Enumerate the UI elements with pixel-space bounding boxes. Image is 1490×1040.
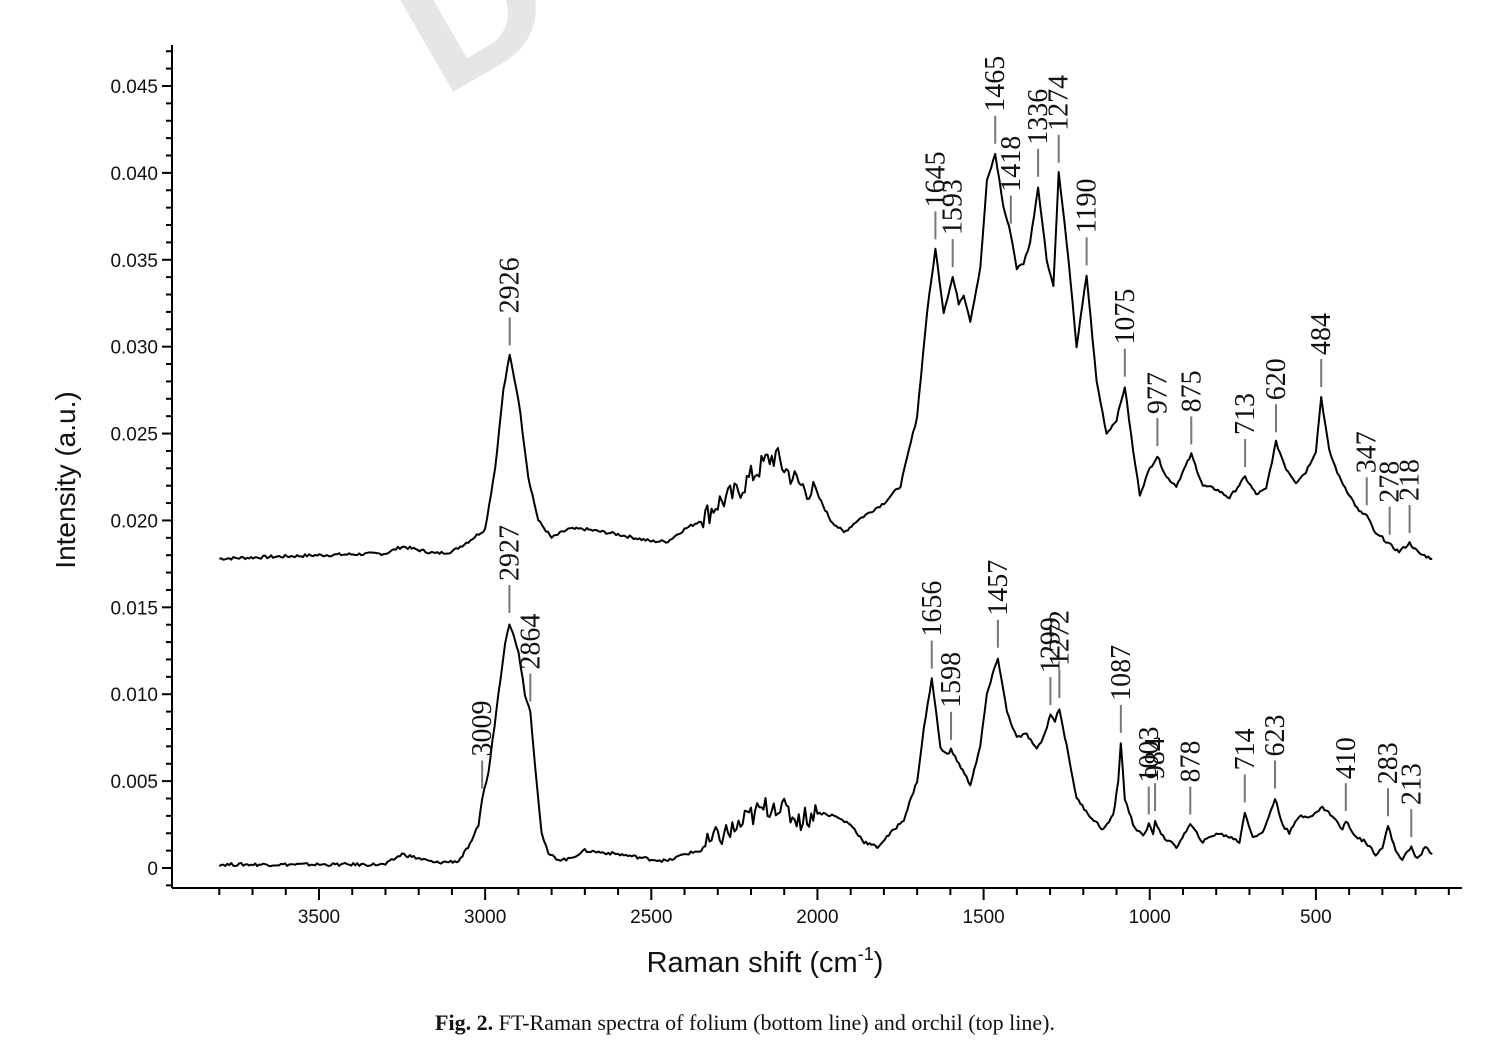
x-tick-label: 1500: [962, 907, 1004, 928]
y-tick-label: 0.020: [110, 511, 158, 532]
x-tick-label: 3500: [298, 907, 340, 928]
peak-label: 1598: [936, 652, 967, 708]
folium-peak-annotation: 1656: [917, 581, 948, 669]
orchil-peak-annotation: 713: [1230, 393, 1261, 467]
x-axis-label: Raman shift (cm-1): [647, 944, 884, 979]
peak-label: 1418: [996, 136, 1027, 192]
folium-peak-annotation: 984: [1140, 737, 1171, 812]
folium-peak-annotation: 213: [1396, 763, 1427, 838]
axes: 0 0.005 0.010 0.015 0.020 0.025 0.030 0.035 0.04…: [110, 45, 1462, 928]
folium-peak-annotation: 714: [1230, 728, 1261, 803]
folium-spectrum-line: [218, 623, 1433, 868]
x-tick-label: 2500: [630, 907, 672, 928]
peak-label: 218: [1395, 459, 1426, 501]
orchil-peak-annotation: 620: [1261, 358, 1292, 433]
peak-label: 620: [1261, 358, 1292, 400]
peak-label: 878: [1175, 741, 1206, 783]
peak-label: 2927: [494, 525, 525, 581]
x-axis-label-sup: -1: [858, 944, 874, 964]
y-tick-label: 0.005: [110, 772, 158, 793]
orchil-peak-annotation: 1418: [996, 136, 1027, 224]
peak-label: 1272: [1044, 610, 1075, 666]
folium-peak-annotation: 2864: [515, 614, 546, 702]
peak-label: 1645: [920, 151, 951, 207]
peak-label: 1593: [938, 179, 969, 235]
peak-label: 1190: [1072, 178, 1103, 233]
x-axis-label-main: Raman shift (cm: [647, 947, 858, 979]
x-tick-label: 2000: [796, 907, 838, 928]
peak-label: 278: [1375, 461, 1406, 503]
y-tick-label: 0.015: [110, 598, 158, 619]
orchil-peak-annotation: 278: [1375, 461, 1406, 535]
x-axis-label-close: ): [874, 947, 884, 979]
peak-label: 1457: [983, 560, 1014, 616]
peak-label: 2864: [515, 614, 546, 670]
orchil-peak-annotation: 977: [1142, 372, 1173, 447]
orchil-spectrum-line: [219, 152, 1433, 561]
peak-label: 484: [1306, 313, 1337, 355]
y-axis-label: Intensity (a.u.): [50, 391, 81, 568]
orchil-peak-annotation: 875: [1176, 370, 1207, 445]
folium-peak-annotation: 1087: [1106, 645, 1137, 733]
peak-label: 2926: [495, 257, 526, 313]
y-tick-label: 0.035: [110, 251, 158, 272]
peak-label: 347: [1352, 431, 1383, 473]
peak-label: 213: [1396, 763, 1427, 805]
peak-label: 1003: [1134, 727, 1165, 783]
folium-peak-annotation: 410: [1331, 737, 1362, 812]
peak-label: 714: [1230, 728, 1261, 770]
peak-label: 410: [1331, 737, 1362, 779]
peak-label: 713: [1230, 393, 1261, 435]
peak-label: 1336: [1023, 89, 1054, 145]
orchil-peak-annotation: 1190: [1072, 178, 1103, 266]
peak-label: 1299: [1035, 617, 1066, 673]
peak-label: 3009: [467, 700, 498, 756]
folium-peak-annotation: 1598: [936, 652, 967, 740]
x-tick-label: 500: [1300, 907, 1332, 928]
y-tick-label: 0.045: [110, 77, 158, 98]
peak-label: 283: [1373, 742, 1404, 784]
folium-peak-annotation: 1457: [983, 560, 1014, 648]
folium-peak-annotation: 623: [1260, 714, 1291, 789]
peak-label: 875: [1176, 370, 1207, 412]
peak-label: 1087: [1106, 645, 1137, 701]
orchil-peak-annotation: 2926: [495, 257, 526, 346]
peak-label: 984: [1140, 737, 1171, 779]
folium-peak-annotation: 2927: [494, 525, 525, 613]
y-tick-label: 0: [147, 859, 158, 880]
x-tick-label: 3000: [464, 907, 506, 928]
orchil-peak-annotation: 218: [1395, 459, 1426, 534]
peak-label: 977: [1142, 372, 1173, 414]
folium-peak-annotation: 1003: [1134, 727, 1165, 815]
caption-text: FT-Raman spectra of folium (bottom line)…: [498, 1010, 1055, 1035]
orchil-peak-annotation: 347: [1352, 431, 1383, 506]
peak-label: 1465: [980, 56, 1011, 112]
orchil-peak-annotation: 1465: [980, 56, 1011, 144]
folium-peak-annotation: 3009: [467, 700, 498, 789]
peak-label: 1075: [1110, 289, 1141, 345]
orchil-peak-annotation: 1075: [1110, 289, 1141, 377]
series-group: [218, 152, 1433, 868]
x-tick-label: 1000: [1129, 907, 1171, 928]
orchil-peak-annotation: 1593: [938, 179, 969, 268]
y-tick-label: 0.030: [110, 338, 158, 359]
peak-label: 1656: [917, 581, 948, 637]
figure-caption: Fig. 2. FT-Raman spectra of folium (bott…: [0, 1010, 1490, 1036]
orchil-peak-annotation: 1645: [920, 151, 951, 240]
folium-peak-annotation: 283: [1373, 742, 1404, 817]
y-tick-label: 0.025: [110, 425, 158, 446]
caption-label: Fig. 2.: [435, 1010, 494, 1035]
peak-label: 623: [1260, 714, 1291, 756]
folium-peak-annotation: 878: [1175, 741, 1206, 815]
orchil-peak-annotation: 1274: [1044, 75, 1075, 163]
orchil-peak-annotation: 484: [1306, 313, 1337, 388]
y-tick-label: 0.040: [110, 164, 158, 185]
y-tick-label: 0.010: [110, 685, 158, 706]
folium-peak-annotation: 1299: [1035, 617, 1066, 706]
peak-label: 1274: [1044, 75, 1075, 131]
folium-peak-annotation: 1272: [1044, 610, 1075, 699]
orchil-peak-annotation: 1336: [1023, 89, 1054, 177]
